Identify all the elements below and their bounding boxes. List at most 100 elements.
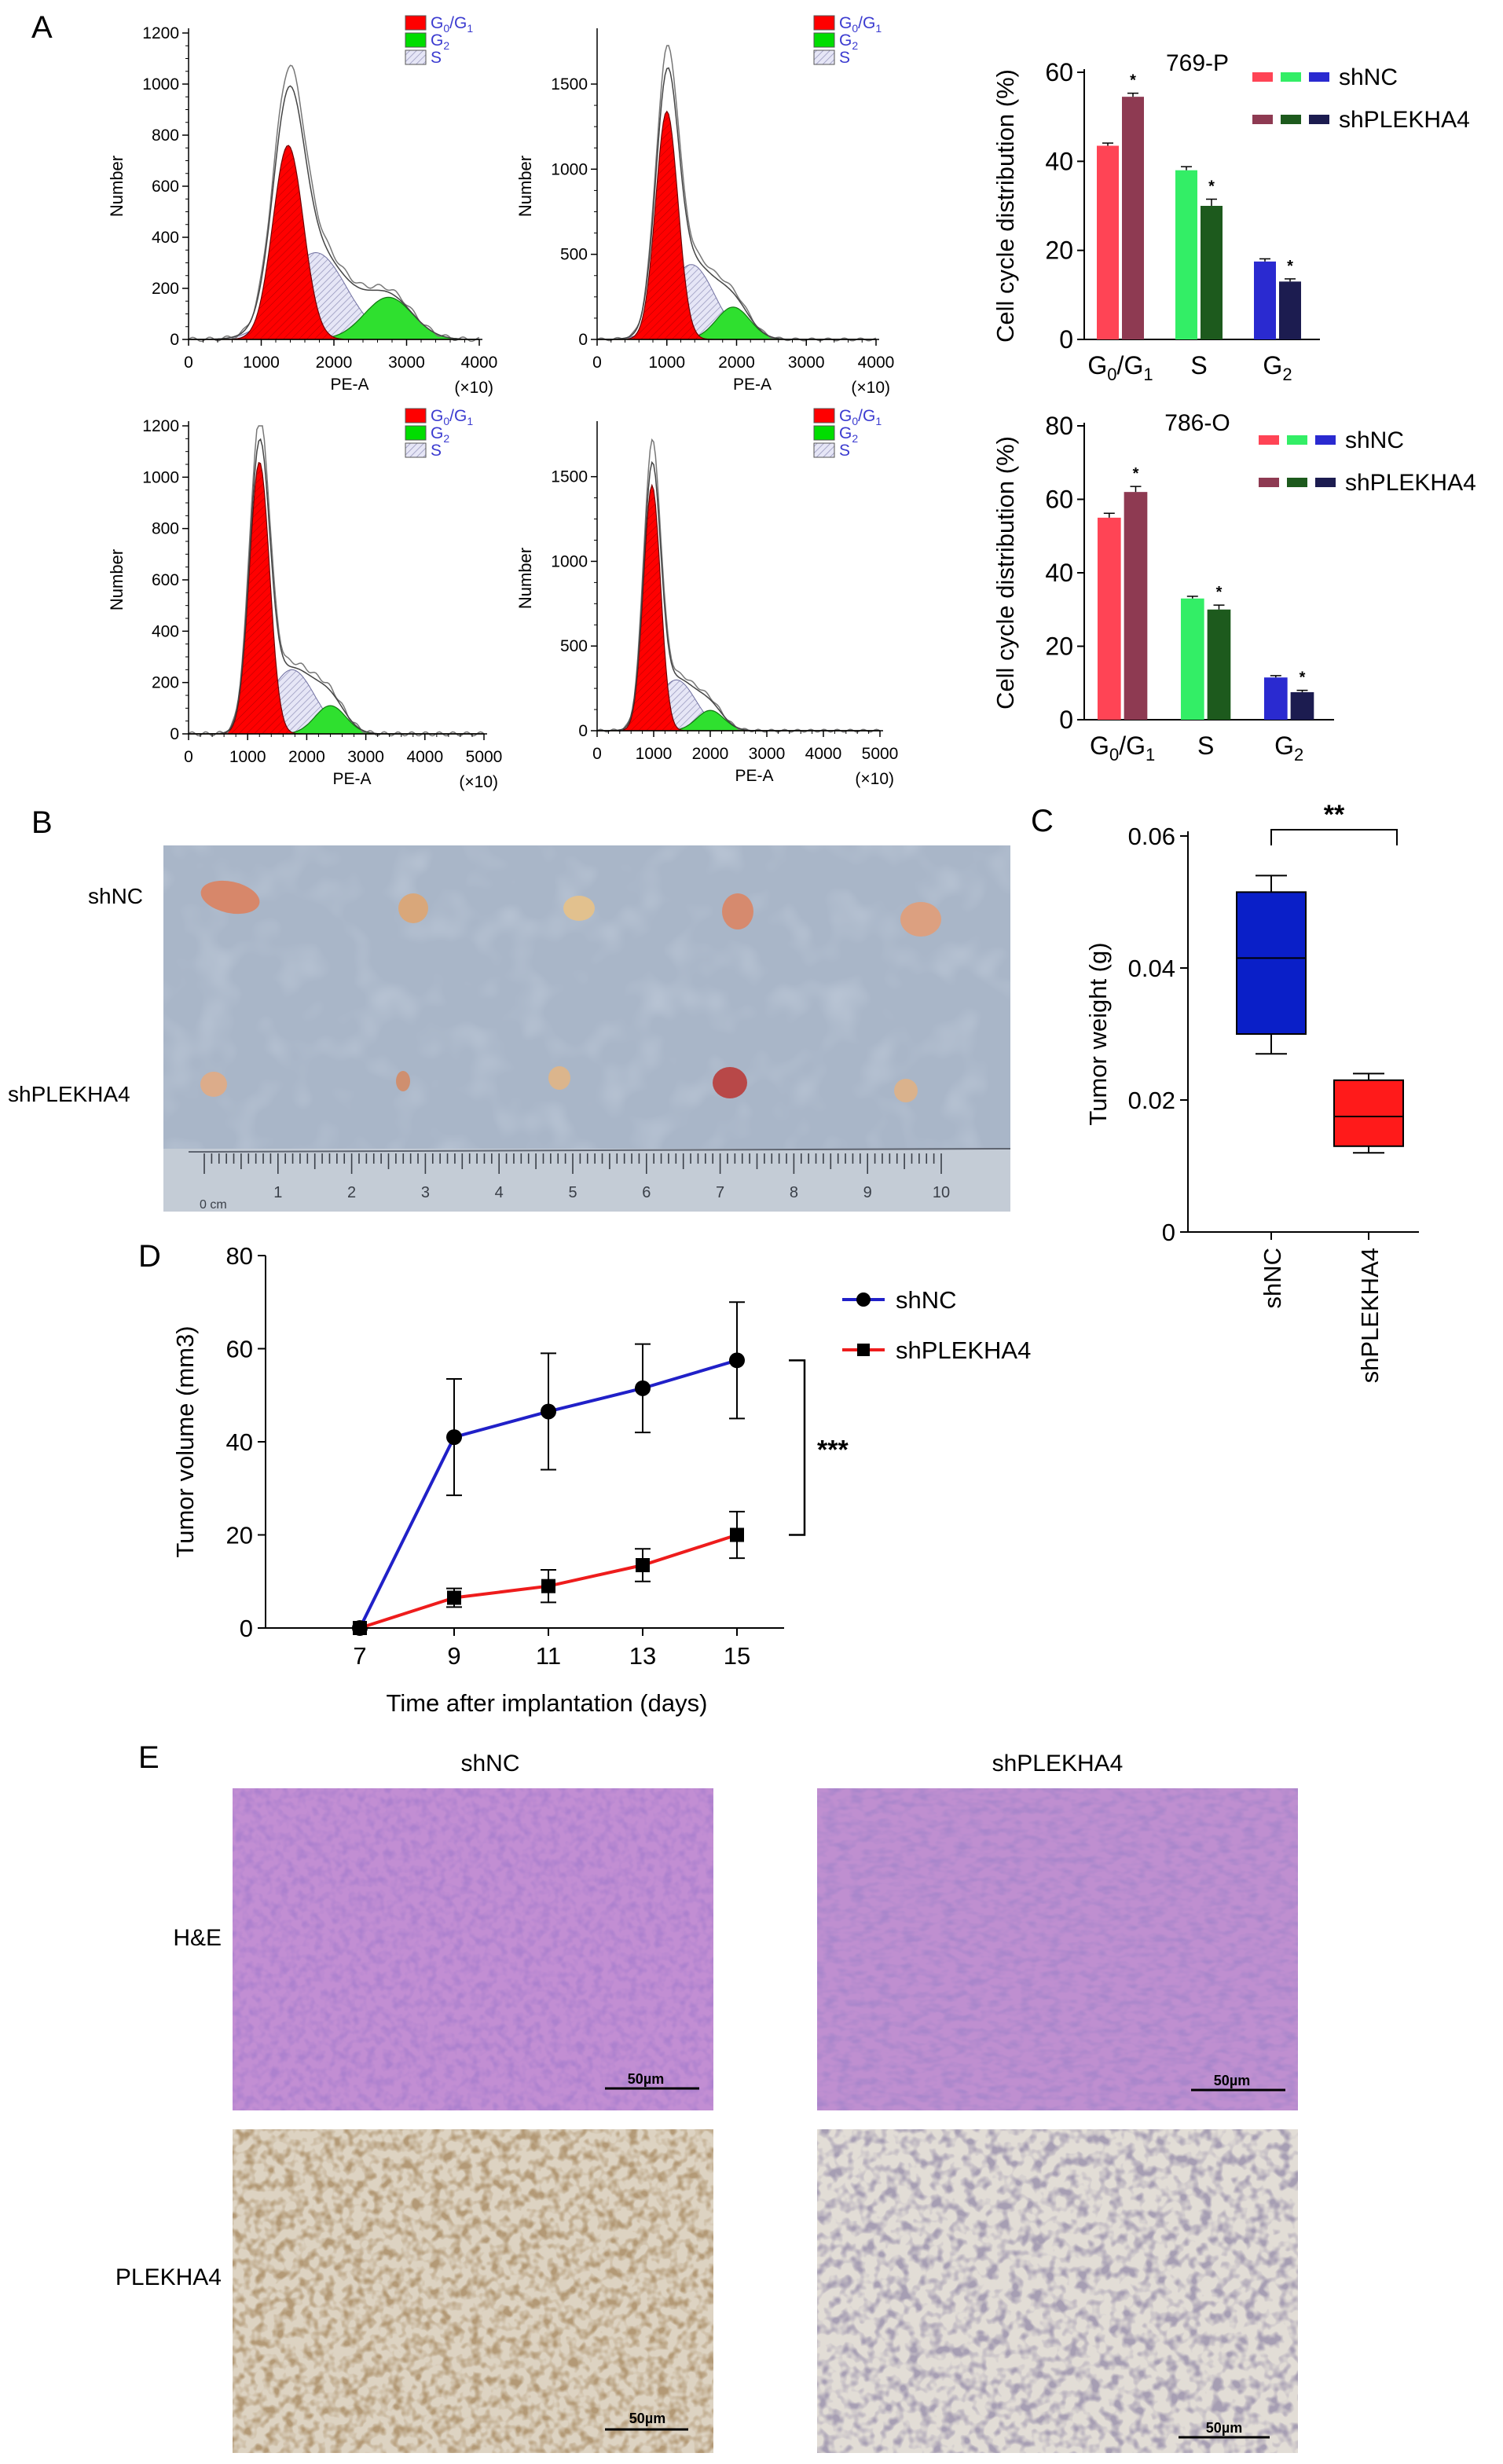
histogram-y-tick-label: 800: [152, 520, 179, 538]
box-y-tick-label: 0.02: [1128, 1087, 1175, 1114]
ruler-labels: 1 2 3 4 5 6 7 8 9 10: [273, 1184, 950, 1201]
ruler-label: 7: [716, 1184, 724, 1201]
histogram-y-tick-label: 500: [560, 637, 588, 655]
e-col-label-shnc: shNC: [460, 1751, 519, 1776]
histogram-x-scale-note: (×10): [454, 379, 493, 397]
histogram-y-tick-label: 1000: [142, 75, 179, 94]
bar-category-label: S: [1190, 351, 1207, 380]
tumor-row-shplekha4: [200, 1066, 918, 1102]
legend-swatch: [1281, 115, 1301, 124]
bar-y-tick-label: 60: [1045, 58, 1073, 86]
legend-swatch: [1281, 72, 1301, 82]
ruler-label: 2: [347, 1184, 356, 1201]
bar-significance-mark: *: [1208, 178, 1215, 196]
histogram-g0g1-hatch: [597, 485, 880, 731]
histogram-x-scale-note: (×10): [855, 770, 894, 788]
tissue-texture: [233, 2129, 713, 2453]
legend-label: G0​/G1​: [431, 14, 473, 35]
bar-y-tick-label: 20: [1045, 236, 1073, 265]
tissue-texture: [817, 2129, 1298, 2453]
histogram-x-label: PE-A: [733, 376, 772, 394]
bar-category-label: G2​: [1274, 732, 1303, 764]
bar: [1201, 206, 1223, 339]
box-iqr: [1333, 1079, 1404, 1147]
bar-category-label: G0​/G1​: [1090, 732, 1155, 764]
panel-letter-c: C: [1031, 804, 1054, 838]
legend-swatch: [1259, 435, 1279, 445]
legend-swatch: [1259, 478, 1279, 487]
legend-swatch: [405, 32, 427, 48]
legend-swatch: [813, 408, 835, 424]
histogram-x-tick-label: 3000: [388, 354, 425, 372]
legend-swatch: [1309, 115, 1329, 124]
legend-label: G2​: [839, 424, 858, 445]
line-legend-label: shPLEKHA4: [896, 1336, 1031, 1364]
line-significance-mark: ***: [817, 1435, 849, 1465]
bar-y-tick-label: 80: [1045, 412, 1073, 440]
histogram-g0g1-phase-area: [597, 110, 876, 340]
bar-y-label: Cell cycle distribution (%): [992, 69, 1019, 343]
legend-label: G0​/G1​: [431, 407, 473, 427]
ruler-edge: [188, 1148, 1011, 1153]
histogram-x-tick-label: 2000: [288, 748, 325, 766]
bar-y-tick-label: 40: [1045, 147, 1073, 175]
box-iqr: [1236, 891, 1307, 1036]
bar: [1097, 517, 1121, 720]
bar: [1290, 691, 1314, 720]
bar-chart-title: 786-O: [1164, 410, 1230, 436]
histogram-y-tick-label: 1000: [142, 468, 179, 486]
legend-swatch: [813, 32, 835, 48]
ruler-label: 4: [495, 1184, 504, 1201]
histogram-x-tick-label: 4000: [406, 748, 443, 766]
histogram-x-tick-label: 5000: [862, 745, 899, 763]
histogram-g0g1-hatch: [189, 462, 484, 734]
line-y-tick-label: 60: [226, 1336, 253, 1363]
scale-bar-label: 50µm: [628, 2071, 664, 2087]
histology-he-shnc: 50µm: [233, 1788, 713, 2110]
cell-cycle-bar-chart-1: 0 20 40 60 Cell cycle distribution (%) 769-P *…: [992, 50, 1470, 384]
bar: [1180, 598, 1204, 720]
histogram-fit-curve: [597, 67, 876, 340]
bar: [1254, 261, 1276, 339]
panel-letter-b: B: [31, 805, 53, 840]
scale-bar-label: 50µm: [1206, 2420, 1242, 2436]
legend-label: shPLEKHA4: [1345, 470, 1476, 496]
ruler-label: 5: [568, 1184, 577, 1201]
box-category-label: shPLEKHA4: [1356, 1248, 1384, 1383]
line-y-tick-label: 20: [226, 1522, 253, 1549]
bar: [1279, 281, 1301, 339]
box-y-tick-label: 0.04: [1128, 955, 1175, 982]
cell-cycle-bar-chart-2: 0 20 40 60 80 Cell cycle distribution (%) 786-…: [992, 410, 1476, 764]
line-x-tick-label: 13: [629, 1642, 656, 1670]
histogram-y-tick-label: 1500: [551, 468, 588, 486]
scale-bar-label: 50µm: [629, 2411, 665, 2426]
histogram-y-tick-label: 500: [560, 246, 588, 264]
histogram-y-tick-label: 0: [578, 722, 588, 740]
line-x-tick-label: 9: [447, 1642, 460, 1670]
bar: [1124, 492, 1148, 720]
histogram-x-tick-label: 2000: [718, 354, 755, 372]
tumor: [722, 893, 753, 930]
histology-he-shplekha4: 50µm: [817, 1788, 1298, 2110]
histogram-y-tick-label: 600: [152, 178, 179, 196]
tumor-photo: 0 cm 1 2 3 4 5 6 7 8 9 10: [163, 845, 1011, 1212]
ruler-label: 8: [790, 1184, 798, 1201]
histogram-x-scale-note: (×10): [851, 379, 890, 397]
histogram-x-tick-label: 0: [184, 354, 193, 372]
line-chart: 0 20 40 60 80 7 9 11 13 15 Time after implantation…: [171, 1242, 1031, 1717]
histogram-y-tick-label: 200: [152, 674, 179, 692]
scale-bar-label: 50µm: [1214, 2073, 1250, 2088]
histogram-y-tick-label: 1000: [551, 160, 588, 178]
tumor: [396, 1071, 410, 1091]
tissue-texture: [817, 1788, 1298, 2110]
histogram-x-label: PE-A: [330, 376, 368, 394]
tissue-texture: [233, 1788, 713, 2110]
line-point: [446, 1429, 462, 1446]
ruler-zero-label: 0 cm: [200, 1198, 227, 1212]
box-y-tick-label: 0.06: [1128, 823, 1175, 850]
line-significance-bracket: [789, 1359, 806, 1536]
box-significance-mark: **: [1324, 800, 1345, 830]
legend-label: S: [839, 49, 850, 67]
histogram-2: 0 500 1000 1500 0 1000 2000 3000 4000 PE-A (×10) Nu…: [515, 14, 894, 397]
legend-swatch: [405, 15, 427, 31]
